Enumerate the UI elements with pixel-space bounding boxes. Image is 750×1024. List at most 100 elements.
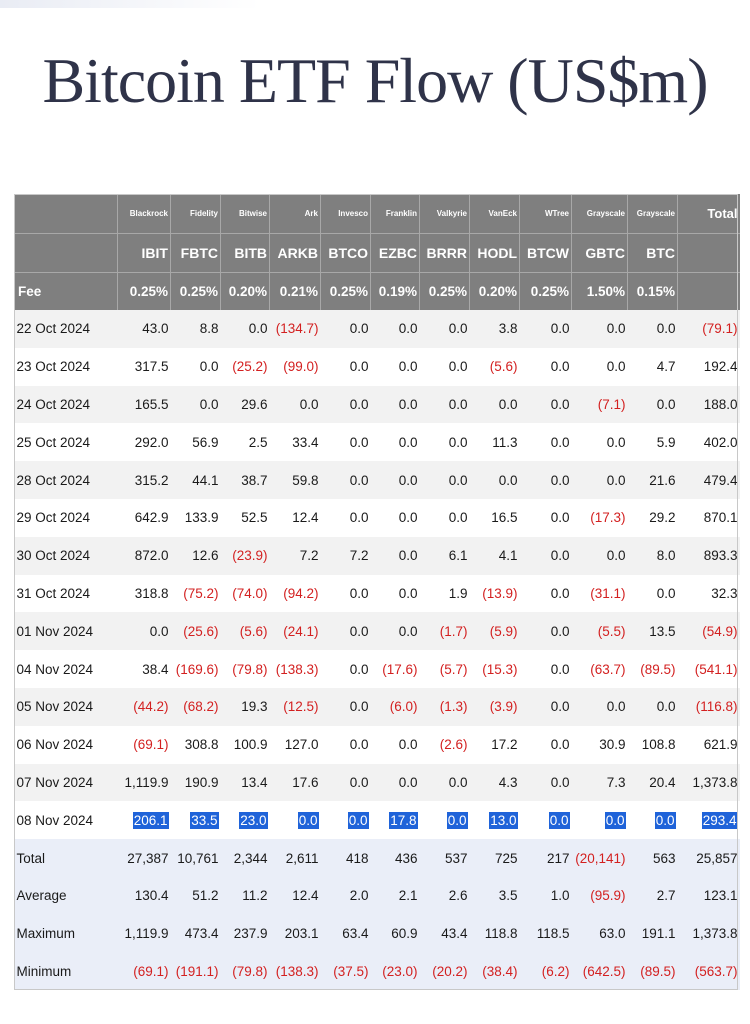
row-total: (54.9) <box>677 612 740 651</box>
flow-cell: 0.0 <box>370 423 420 462</box>
fee-value: 0.15% <box>627 272 678 310</box>
flow-cell: 0.0 <box>469 385 520 424</box>
issuer-header: Fidelity <box>170 194 221 234</box>
flow-cell: 0.0 <box>469 461 520 499</box>
row-date: 31 Oct 2024 <box>14 574 118 613</box>
summary-total: 123.1 <box>677 876 740 915</box>
row-date: 01 Nov 2024 <box>14 612 118 651</box>
summary-cell: 60.9 <box>370 914 420 953</box>
row-total: 192.4 <box>677 347 740 386</box>
flow-cell: 0.0 <box>419 801 470 840</box>
summary-label: Minimum <box>14 952 118 991</box>
flow-cell: (75.2) <box>170 574 221 613</box>
flow-cell: 29.2 <box>627 498 678 537</box>
table-row: 06 Nov 2024 (69.1) 308.8 100.9 127.0 0.0 0.0 (2… <box>14 725 740 764</box>
total-header: Total <box>677 194 740 234</box>
ticker-header: BRRR <box>419 233 470 273</box>
flow-cell: (25.6) <box>170 612 221 651</box>
summary-cell: 537 <box>419 839 470 877</box>
table-row: 23 Oct 2024 317.5 0.0 (25.2) (99.0) 0.0 0.0 0.0… <box>14 347 740 386</box>
flow-cell: 30.9 <box>571 725 628 764</box>
flow-cell: 0.0 <box>320 650 371 688</box>
ticker-header-total <box>677 233 740 273</box>
flow-cell: 29.6 <box>220 385 270 424</box>
row-date: 08 Nov 2024 <box>14 801 118 840</box>
row-total: 1,373.8 <box>677 763 740 802</box>
flow-cell: 17.6 <box>269 763 321 802</box>
header-corner-ticker <box>14 233 118 273</box>
row-total: 479.4 <box>677 461 740 499</box>
ticker-header-row: IBIT FBTC BITB ARKB BTCO EZBC BRRR HODL BTCW GBTC… <box>14 233 740 273</box>
ticker-header: BITB <box>220 233 270 273</box>
summary-cell: 2.0 <box>320 876 371 915</box>
summary-row: Average 130.4 51.2 11.2 12.4 2.0 2.1 2.6 3.5 1.0(… <box>14 876 740 915</box>
ticker-header: BTCO <box>320 233 371 273</box>
flow-cell: 23.0 <box>220 801 270 840</box>
issuer-header: Bitwise <box>220 194 270 234</box>
flow-cell: (6.0) <box>370 687 420 726</box>
row-total: 621.9 <box>677 725 740 764</box>
summary-cell: 418 <box>320 839 371 877</box>
fee-value: 0.25% <box>117 272 171 310</box>
flow-cell: 43.0 <box>117 310 171 348</box>
flow-cell: 292.0 <box>117 423 171 462</box>
flow-cell: (74.0) <box>220 574 270 613</box>
summary-cell: 1.0 <box>519 876 572 915</box>
flow-cell: 5.9 <box>627 423 678 462</box>
flow-cell: 315.2 <box>117 461 171 499</box>
flow-cell: 0.0 <box>519 687 572 726</box>
flow-cell: 0.0 <box>320 347 371 386</box>
summary-cell: 11.2 <box>220 876 270 915</box>
issuer-header: VanEck <box>469 194 520 234</box>
flow-cell: 4.7 <box>627 347 678 386</box>
flow-cell: 4.1 <box>469 536 520 575</box>
summary-cell: 2.1 <box>370 876 420 915</box>
flow-cell: 0.0 <box>571 423 628 462</box>
flow-cell: 33.4 <box>269 423 321 462</box>
flow-cell: 0.0 <box>627 687 678 726</box>
summary-cell: (642.5) <box>571 952 628 991</box>
flow-cell: (15.3) <box>469 650 520 688</box>
summary-cell: (138.3) <box>269 952 321 991</box>
row-date: 24 Oct 2024 <box>14 385 118 424</box>
ticker-header: BTC <box>627 233 678 273</box>
summary-cell: 118.5 <box>519 914 572 953</box>
flow-cell: 0.0 <box>320 498 371 537</box>
flow-cell: 0.0 <box>320 574 371 613</box>
summary-cell: 725 <box>469 839 520 877</box>
highlighted-value: 17.8 <box>389 811 418 829</box>
flow-cell: 0.0 <box>370 461 420 499</box>
row-date: 30 Oct 2024 <box>14 536 118 575</box>
flow-cell: (5.7) <box>419 650 470 688</box>
ticker-header: GBTC <box>571 233 628 273</box>
summary-cell: 3.5 <box>469 876 520 915</box>
highlighted-value: 0.0 <box>446 811 468 829</box>
row-total: (79.1) <box>677 310 740 348</box>
summary-cell: 473.4 <box>170 914 221 953</box>
flow-cell: (99.0) <box>269 347 321 386</box>
summary-cell: 191.1 <box>627 914 678 953</box>
flow-cell: 0.0 <box>519 423 572 462</box>
flow-cell: 0.0 <box>269 801 321 840</box>
issuer-header: Grayscale <box>627 194 678 234</box>
flow-cell: 52.5 <box>220 498 270 537</box>
flow-cell: 0.0 <box>370 612 420 651</box>
flow-cell: (25.2) <box>220 347 270 386</box>
summary-row: Total 27,387 10,761 2,344 2,611 418 436 537 725 2… <box>14 839 740 877</box>
flow-cell: 0.0 <box>320 763 371 802</box>
summary-cell: 63.0 <box>571 914 628 953</box>
flow-cell: 0.0 <box>320 385 371 424</box>
table-row: 24 Oct 2024 165.5 0.0 29.6 0.0 0.0 0.0 0.0 0.0 0.… <box>14 385 740 424</box>
flow-cell: (23.9) <box>220 536 270 575</box>
flow-cell: 0.0 <box>519 461 572 499</box>
table-row: 08 Nov 2024 206.1 33.5 23.0 0.0 0.0 17.8 0.0 13.… <box>14 801 740 840</box>
flow-cell: 13.5 <box>627 612 678 651</box>
flow-cell: 0.0 <box>519 385 572 424</box>
flow-cell: 0.0 <box>519 612 572 651</box>
flow-cell: 0.0 <box>370 763 420 802</box>
flow-cell: 0.0 <box>519 498 572 537</box>
flow-cell: (44.2) <box>117 687 171 726</box>
flow-cell: 12.4 <box>269 498 321 537</box>
flow-cell: 0.0 <box>170 385 221 424</box>
flow-cell: 317.5 <box>117 347 171 386</box>
